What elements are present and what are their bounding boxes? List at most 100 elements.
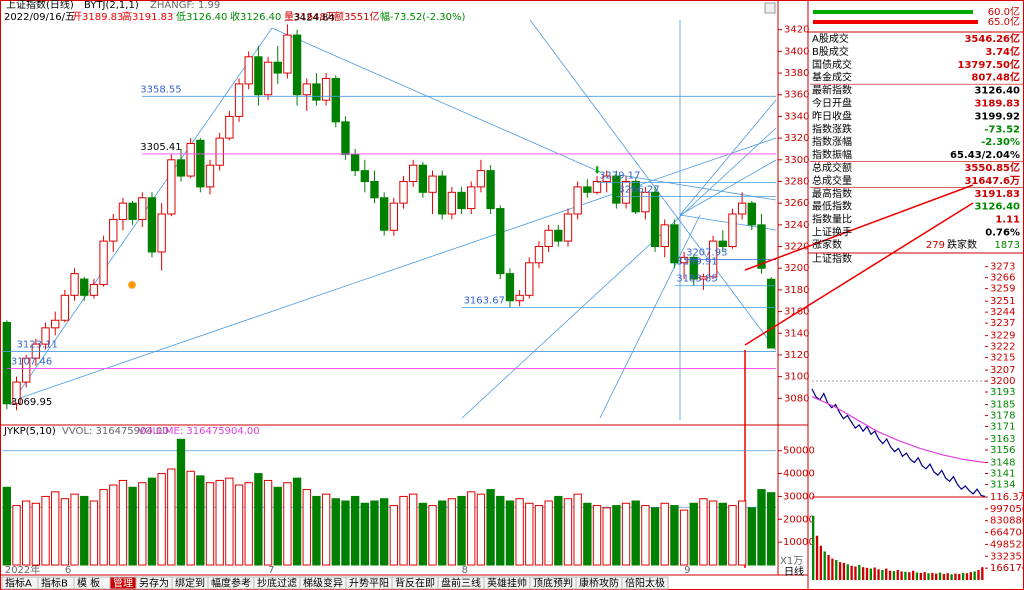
volume-bar [670,505,679,566]
info-label: 指数涨幅 [812,135,852,148]
candle-body [679,256,689,264]
tab-label[interactable]: 倍阳太极 [625,577,665,590]
volume-bar [341,500,350,566]
tab-label[interactable]: 升势平阳 [349,577,389,590]
candle-body [360,170,369,182]
y-tick-label: 3148 [990,458,1015,469]
y-tick-label: 3240 [784,220,809,231]
candle-body [70,273,79,296]
candle-body [147,197,157,253]
candle-body [612,175,621,204]
volume-bar [515,498,524,566]
close-button[interactable] [764,2,776,14]
y-tick-label: 3100 [784,372,809,383]
candle-body [428,175,437,193]
volume-bar [689,502,698,566]
info-value: 13797.50亿 [957,58,1020,71]
tab-label[interactable]: 另存为 [139,577,169,590]
candle-body [89,283,99,296]
candle-body [573,186,582,215]
mini-volume-bar [931,572,934,580]
volume-bar [486,489,495,566]
volume-bar [234,484,244,566]
candle-body [728,213,737,248]
y-tick-label: 3222 [990,342,1015,353]
mini-volume-bar [888,570,892,580]
volume-bar [31,502,41,566]
y-tick-label: 3171 [990,422,1015,433]
volume-bar [650,507,660,566]
header-indicator-value: ZHANGF: 1.99 [150,0,220,11]
mini-volume-bar [946,573,949,580]
mini-volume-bar [969,572,972,580]
candle-body [234,83,244,117]
volume-bar [89,500,99,566]
volume-bar [641,505,650,566]
tab-label[interactable]: 背反在即 [395,577,435,590]
mini-volume-bar [812,515,815,580]
tab-label[interactable]: 绑定到 [175,577,205,590]
mini-volume-bar [881,570,884,580]
tab-label[interactable]: 管理 [113,577,133,590]
trend-line [679,99,777,216]
candle-body [167,159,176,215]
info-label: 昨日收盘 [812,109,852,122]
mini-volume-bar [973,571,976,580]
tab-label[interactable]: 模 板 [77,577,100,590]
level-label: 3123.11 [17,340,58,351]
tab-label[interactable]: 梯级变异 [303,577,343,590]
mini-volume-bar [815,535,819,580]
tab-label[interactable]: 幅度参考 [211,577,251,590]
breadth: 279 [926,240,945,251]
candle-body [641,191,650,213]
signal-icon: ● [128,279,137,290]
tab-label[interactable]: 指标A [5,577,32,590]
volume-bar [718,502,727,566]
mini-volume-bar [927,573,930,580]
tab-label[interactable]: 抄底过滤 [257,577,297,590]
mini-volume-bar [858,565,861,580]
tab-label[interactable]: 指标B [41,577,68,590]
candle-body [196,139,205,188]
volume-bar [583,502,592,566]
candle-body [660,224,669,248]
info-value: 3199.92 [974,111,1020,122]
candle-body [273,61,282,74]
volume-bar [283,482,292,566]
flow-bar [813,20,978,24]
breadth: 1873 [995,240,1020,251]
candle-body [12,381,21,405]
header-quote: 2022/09/16/五 [4,12,75,23]
tab-label[interactable]: 顶底预判 [533,577,573,590]
candle-body [544,229,553,248]
info-label: 今日开盘 [812,97,852,110]
volume-bar [612,505,621,566]
y-tick-label: 3273 [990,262,1015,273]
mini-volume-bar [942,573,946,580]
signal-arrow: ⬇ [593,166,601,177]
candle-body [757,224,766,269]
mini-line [811,396,986,464]
volume-bar [631,500,640,566]
mini-volume-bar [831,558,834,580]
x-tick-label: 2022年 [5,563,40,576]
tab-label[interactable]: 康桥攻防 [579,577,619,590]
header-quote: 量31648万 [284,11,336,23]
y-tick-label: 498528 [990,539,1024,550]
level-label: 3163.67 [464,296,505,307]
tab-label[interactable]: 英雄挂帅 [487,577,527,590]
y-tick-label: 10000 [783,537,815,548]
y-tick-label: 997056 [990,504,1024,515]
volume-bar [737,500,747,566]
tab-label[interactable]: 盘前三线 [441,577,481,590]
level-label: 3424.84 [293,12,334,23]
tab[interactable] [621,576,669,590]
volume-bar [370,500,379,566]
info-value: 65.43/2.04% [950,150,1020,161]
volume-bar [766,492,776,566]
x-tick-label: 9 [684,565,690,576]
volume-bar [157,473,166,566]
candle-body [505,273,515,302]
info-label: A股成交 [812,32,849,45]
candle-body [41,327,50,345]
